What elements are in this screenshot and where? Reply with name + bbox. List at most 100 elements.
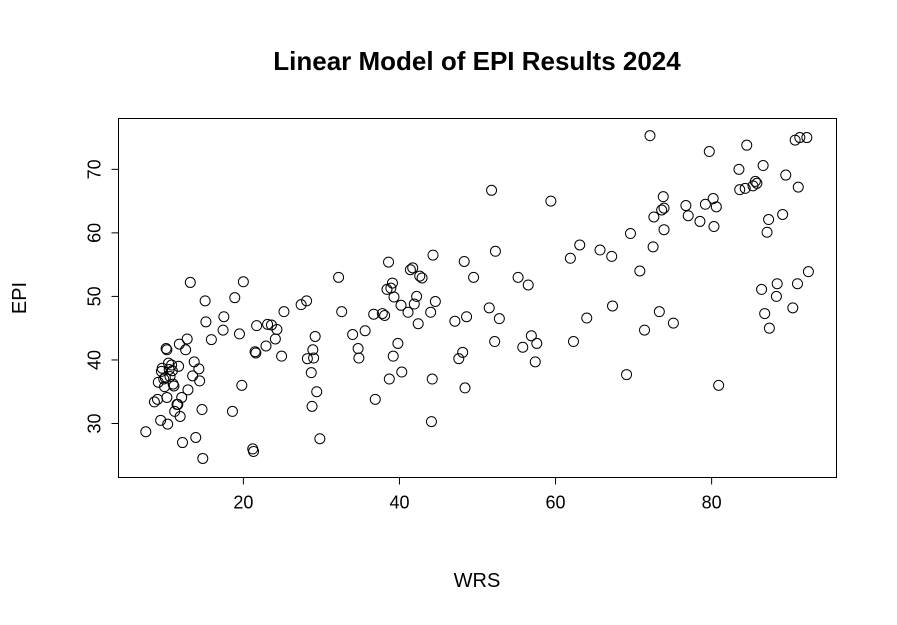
- data-point: [301, 353, 313, 365]
- data-point: [658, 202, 670, 214]
- data-point: [759, 308, 771, 320]
- data-point: [459, 382, 471, 394]
- data-point: [517, 341, 529, 353]
- data-point: [161, 391, 173, 403]
- data-point: [787, 302, 799, 314]
- data-point: [771, 278, 783, 290]
- x-tick-label: 60: [546, 493, 566, 513]
- data-point: [453, 353, 465, 365]
- data-point: [295, 299, 307, 311]
- data-point: [653, 306, 665, 318]
- data-point: [412, 318, 424, 330]
- y-tick-label: 30: [85, 413, 105, 433]
- data-point: [408, 298, 420, 310]
- data-point: [161, 344, 173, 356]
- data-point: [171, 398, 183, 410]
- chart-title: Linear Model of EPI Results 2024: [273, 46, 681, 76]
- data-point: [162, 418, 174, 430]
- data-point: [802, 266, 814, 278]
- data-point: [656, 204, 668, 216]
- data-point: [160, 343, 172, 355]
- data-point: [763, 214, 775, 226]
- data-point: [461, 311, 473, 323]
- data-point: [522, 279, 534, 291]
- data-point: [383, 373, 395, 385]
- data-point: [197, 452, 209, 464]
- data-point: [188, 356, 200, 368]
- data-point: [458, 255, 470, 267]
- y-tick-label: 40: [85, 350, 105, 370]
- data-point: [396, 366, 408, 378]
- data-point: [184, 276, 196, 288]
- data-point: [468, 271, 480, 283]
- data-point: [407, 262, 419, 274]
- data-point: [306, 400, 318, 412]
- data-point: [159, 381, 171, 393]
- data-point: [682, 210, 694, 222]
- data-point: [449, 315, 461, 327]
- data-point: [395, 299, 407, 311]
- data-point: [305, 367, 317, 379]
- data-point: [791, 278, 803, 290]
- x-tick-label: 20: [233, 493, 253, 513]
- data-point: [199, 295, 211, 307]
- data-point: [352, 343, 364, 355]
- data-point: [733, 163, 745, 175]
- data-point: [218, 311, 230, 323]
- y-axis-label: EPI: [9, 282, 31, 314]
- data-point: [425, 306, 437, 318]
- data-point: [761, 226, 773, 238]
- data-point: [644, 130, 656, 142]
- data-point: [158, 373, 170, 385]
- data-point: [181, 333, 193, 345]
- data-point: [792, 181, 804, 193]
- data-point: [457, 346, 469, 358]
- data-point: [140, 426, 152, 438]
- data-point: [217, 324, 229, 336]
- data-point: [749, 175, 761, 187]
- data-point: [425, 416, 437, 428]
- data-point: [269, 333, 281, 345]
- data-point: [427, 249, 439, 261]
- data-point: [376, 308, 388, 320]
- data-point: [353, 352, 365, 364]
- data-point: [416, 272, 428, 284]
- data-point: [194, 375, 206, 387]
- data-point: [164, 370, 176, 382]
- data-point: [483, 302, 495, 314]
- data-point: [301, 295, 313, 307]
- data-point: [172, 398, 184, 410]
- data-point: [751, 177, 763, 189]
- data-point: [708, 221, 720, 233]
- data-point: [763, 322, 775, 334]
- y-tick-label: 60: [85, 223, 105, 243]
- data-point: [190, 431, 202, 443]
- data-point: [262, 318, 274, 330]
- data-point: [606, 250, 618, 262]
- data-point: [734, 184, 746, 196]
- data-point: [529, 356, 541, 368]
- data-point: [757, 160, 769, 172]
- data-point: [667, 317, 679, 329]
- data-point: [703, 146, 715, 158]
- data-point: [314, 433, 326, 445]
- data-point: [658, 224, 670, 236]
- x-tick-label: 80: [702, 493, 722, 513]
- data-point: [581, 312, 593, 324]
- x-axis-label: WRS: [454, 570, 501, 592]
- plot-frame: [118, 118, 837, 478]
- data-point: [386, 277, 398, 289]
- data-point: [780, 169, 792, 181]
- data-point: [777, 208, 789, 220]
- data-point: [639, 324, 651, 336]
- data-point: [531, 337, 543, 349]
- data-point: [414, 270, 426, 282]
- data-point: [278, 306, 290, 318]
- data-point: [489, 336, 501, 348]
- data-point: [187, 370, 199, 382]
- data-point: [182, 384, 194, 396]
- data-point: [308, 352, 320, 364]
- data-point: [545, 195, 557, 207]
